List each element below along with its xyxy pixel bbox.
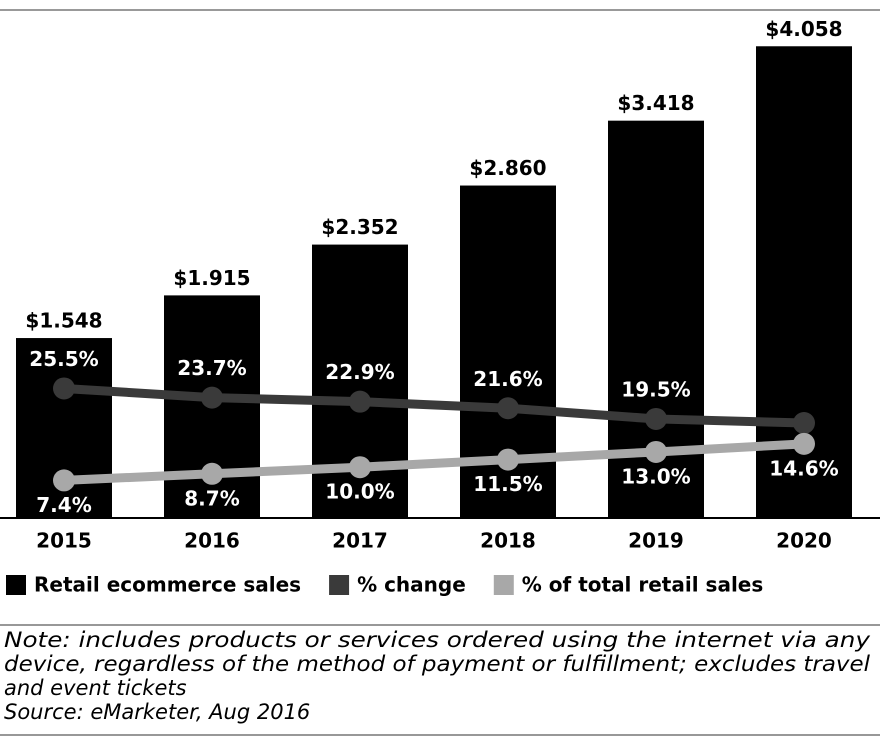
x-tick-label: 2016 [184,529,240,553]
legend-swatch [329,575,350,595]
line-marker [201,462,223,485]
line-value-label: 22.9% [325,360,394,384]
line [63,439,805,485]
bar-value-label: $2.352 [321,215,398,239]
line-marker [793,412,815,435]
line-value-label: 18.7% [769,382,838,406]
line-marker [201,386,223,409]
line-value-label: 19.5% [621,377,690,401]
line-value-label: 13.0% [621,464,690,488]
line-value-label: 11.5% [473,472,542,496]
x-tick-label: 2015 [36,529,92,553]
note-line: device, regardless of the method of paym… [4,652,870,676]
line [63,383,805,428]
legend-swatch [6,575,26,595]
line-marker [793,432,815,455]
legend-label: % change [357,573,466,597]
line-marker [645,440,667,463]
line-marker [497,397,519,420]
line-value-label: 14.6% [769,456,838,480]
line-marker [53,469,75,492]
legend-label: Retail ecommerce sales [34,573,301,597]
bar-value-label: $1.915 [173,266,250,290]
line-value-label: 25.5% [29,347,98,371]
line-value-label: 23.7% [177,356,246,380]
source: Source: eMarketer, Aug 2016 [4,700,310,724]
line-marker [53,377,75,400]
line-marker [497,448,519,471]
x-tick-label: 2018 [480,529,536,553]
x-tick-label: 2020 [776,529,832,553]
note-line: and event tickets [4,676,187,700]
legend-swatch [493,575,514,595]
line-value-label: 7.4% [36,493,91,517]
bar-value-label: $4.058 [765,17,842,41]
note-line: Note: includes products or services orde… [4,628,871,652]
legend-label: % of total retail sales [522,573,763,597]
line-marker [349,390,371,413]
line-value-label: 8.7% [184,486,239,510]
line-marker [349,456,371,479]
line-value-label: 21.6% [473,367,542,391]
bar-value-label: $1.548 [25,309,102,333]
bar-value-label: $2.860 [469,156,546,180]
line-value-label: 10.0% [325,480,394,504]
line-marker [645,407,667,430]
x-tick-label: 2019 [628,529,684,553]
bar-value-label: $3.418 [617,91,694,115]
x-tick-label: 2017 [332,529,388,553]
